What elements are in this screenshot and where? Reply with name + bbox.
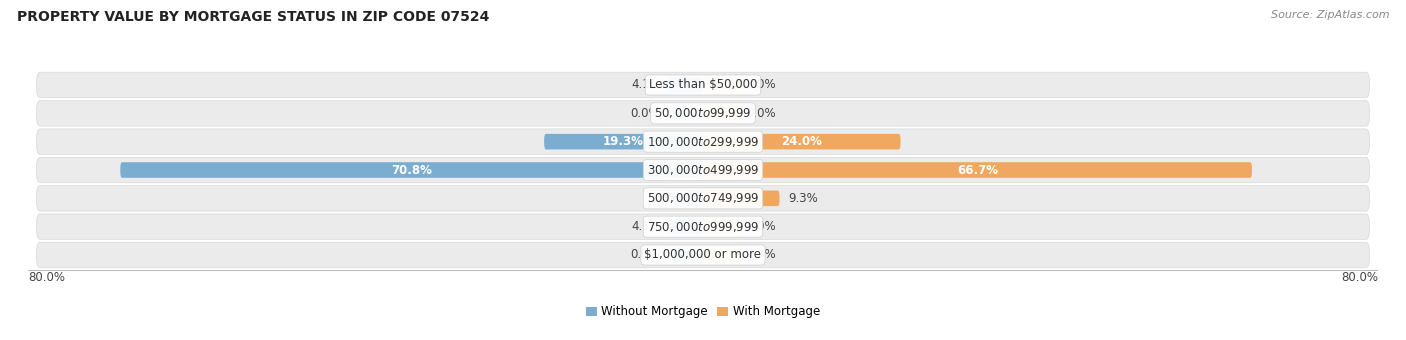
Text: 0.0%: 0.0%: [747, 79, 776, 91]
Text: 66.7%: 66.7%: [957, 164, 998, 176]
Text: 4.1%: 4.1%: [631, 220, 661, 233]
Text: 70.8%: 70.8%: [391, 164, 432, 176]
FancyBboxPatch shape: [37, 101, 1369, 126]
FancyBboxPatch shape: [666, 190, 703, 206]
Text: 0.0%: 0.0%: [747, 107, 776, 120]
FancyBboxPatch shape: [37, 186, 1369, 211]
Text: 80.0%: 80.0%: [28, 271, 65, 285]
Legend: Without Mortgage, With Mortgage: Without Mortgage, With Mortgage: [581, 301, 825, 323]
Text: 9.3%: 9.3%: [787, 192, 817, 205]
FancyBboxPatch shape: [37, 72, 1369, 98]
FancyBboxPatch shape: [544, 134, 703, 150]
FancyBboxPatch shape: [703, 162, 740, 178]
Text: Less than $50,000: Less than $50,000: [648, 79, 758, 91]
FancyBboxPatch shape: [688, 190, 703, 206]
FancyBboxPatch shape: [703, 190, 779, 206]
FancyBboxPatch shape: [669, 219, 703, 235]
FancyBboxPatch shape: [666, 134, 703, 150]
Text: Source: ZipAtlas.com: Source: ZipAtlas.com: [1271, 10, 1389, 20]
Text: $300,000 to $499,999: $300,000 to $499,999: [647, 163, 759, 177]
FancyBboxPatch shape: [666, 247, 703, 263]
Text: 0.0%: 0.0%: [630, 249, 659, 261]
Text: 4.1%: 4.1%: [631, 79, 661, 91]
FancyBboxPatch shape: [37, 242, 1369, 268]
FancyBboxPatch shape: [666, 77, 703, 93]
FancyBboxPatch shape: [37, 157, 1369, 183]
Text: $100,000 to $299,999: $100,000 to $299,999: [647, 135, 759, 149]
Text: 0.0%: 0.0%: [747, 220, 776, 233]
Text: 1.8%: 1.8%: [650, 192, 681, 205]
Text: 0.0%: 0.0%: [630, 107, 659, 120]
Text: $500,000 to $749,999: $500,000 to $749,999: [647, 191, 759, 205]
Text: PROPERTY VALUE BY MORTGAGE STATUS IN ZIP CODE 07524: PROPERTY VALUE BY MORTGAGE STATUS IN ZIP…: [17, 10, 489, 24]
FancyBboxPatch shape: [703, 190, 740, 206]
FancyBboxPatch shape: [121, 162, 703, 178]
FancyBboxPatch shape: [37, 214, 1369, 239]
FancyBboxPatch shape: [666, 105, 703, 121]
FancyBboxPatch shape: [37, 129, 1369, 154]
Text: 24.0%: 24.0%: [782, 135, 823, 148]
FancyBboxPatch shape: [703, 134, 740, 150]
Text: 80.0%: 80.0%: [1341, 271, 1378, 285]
FancyBboxPatch shape: [703, 134, 900, 150]
Text: $1,000,000 or more: $1,000,000 or more: [644, 249, 762, 261]
FancyBboxPatch shape: [703, 105, 740, 121]
Text: 0.0%: 0.0%: [747, 249, 776, 261]
FancyBboxPatch shape: [703, 219, 740, 235]
Text: $750,000 to $999,999: $750,000 to $999,999: [647, 220, 759, 234]
FancyBboxPatch shape: [666, 219, 703, 235]
FancyBboxPatch shape: [703, 247, 740, 263]
Text: 19.3%: 19.3%: [603, 135, 644, 148]
Text: $50,000 to $99,999: $50,000 to $99,999: [654, 106, 752, 120]
FancyBboxPatch shape: [703, 162, 1251, 178]
FancyBboxPatch shape: [666, 162, 703, 178]
FancyBboxPatch shape: [703, 77, 740, 93]
FancyBboxPatch shape: [669, 77, 703, 93]
